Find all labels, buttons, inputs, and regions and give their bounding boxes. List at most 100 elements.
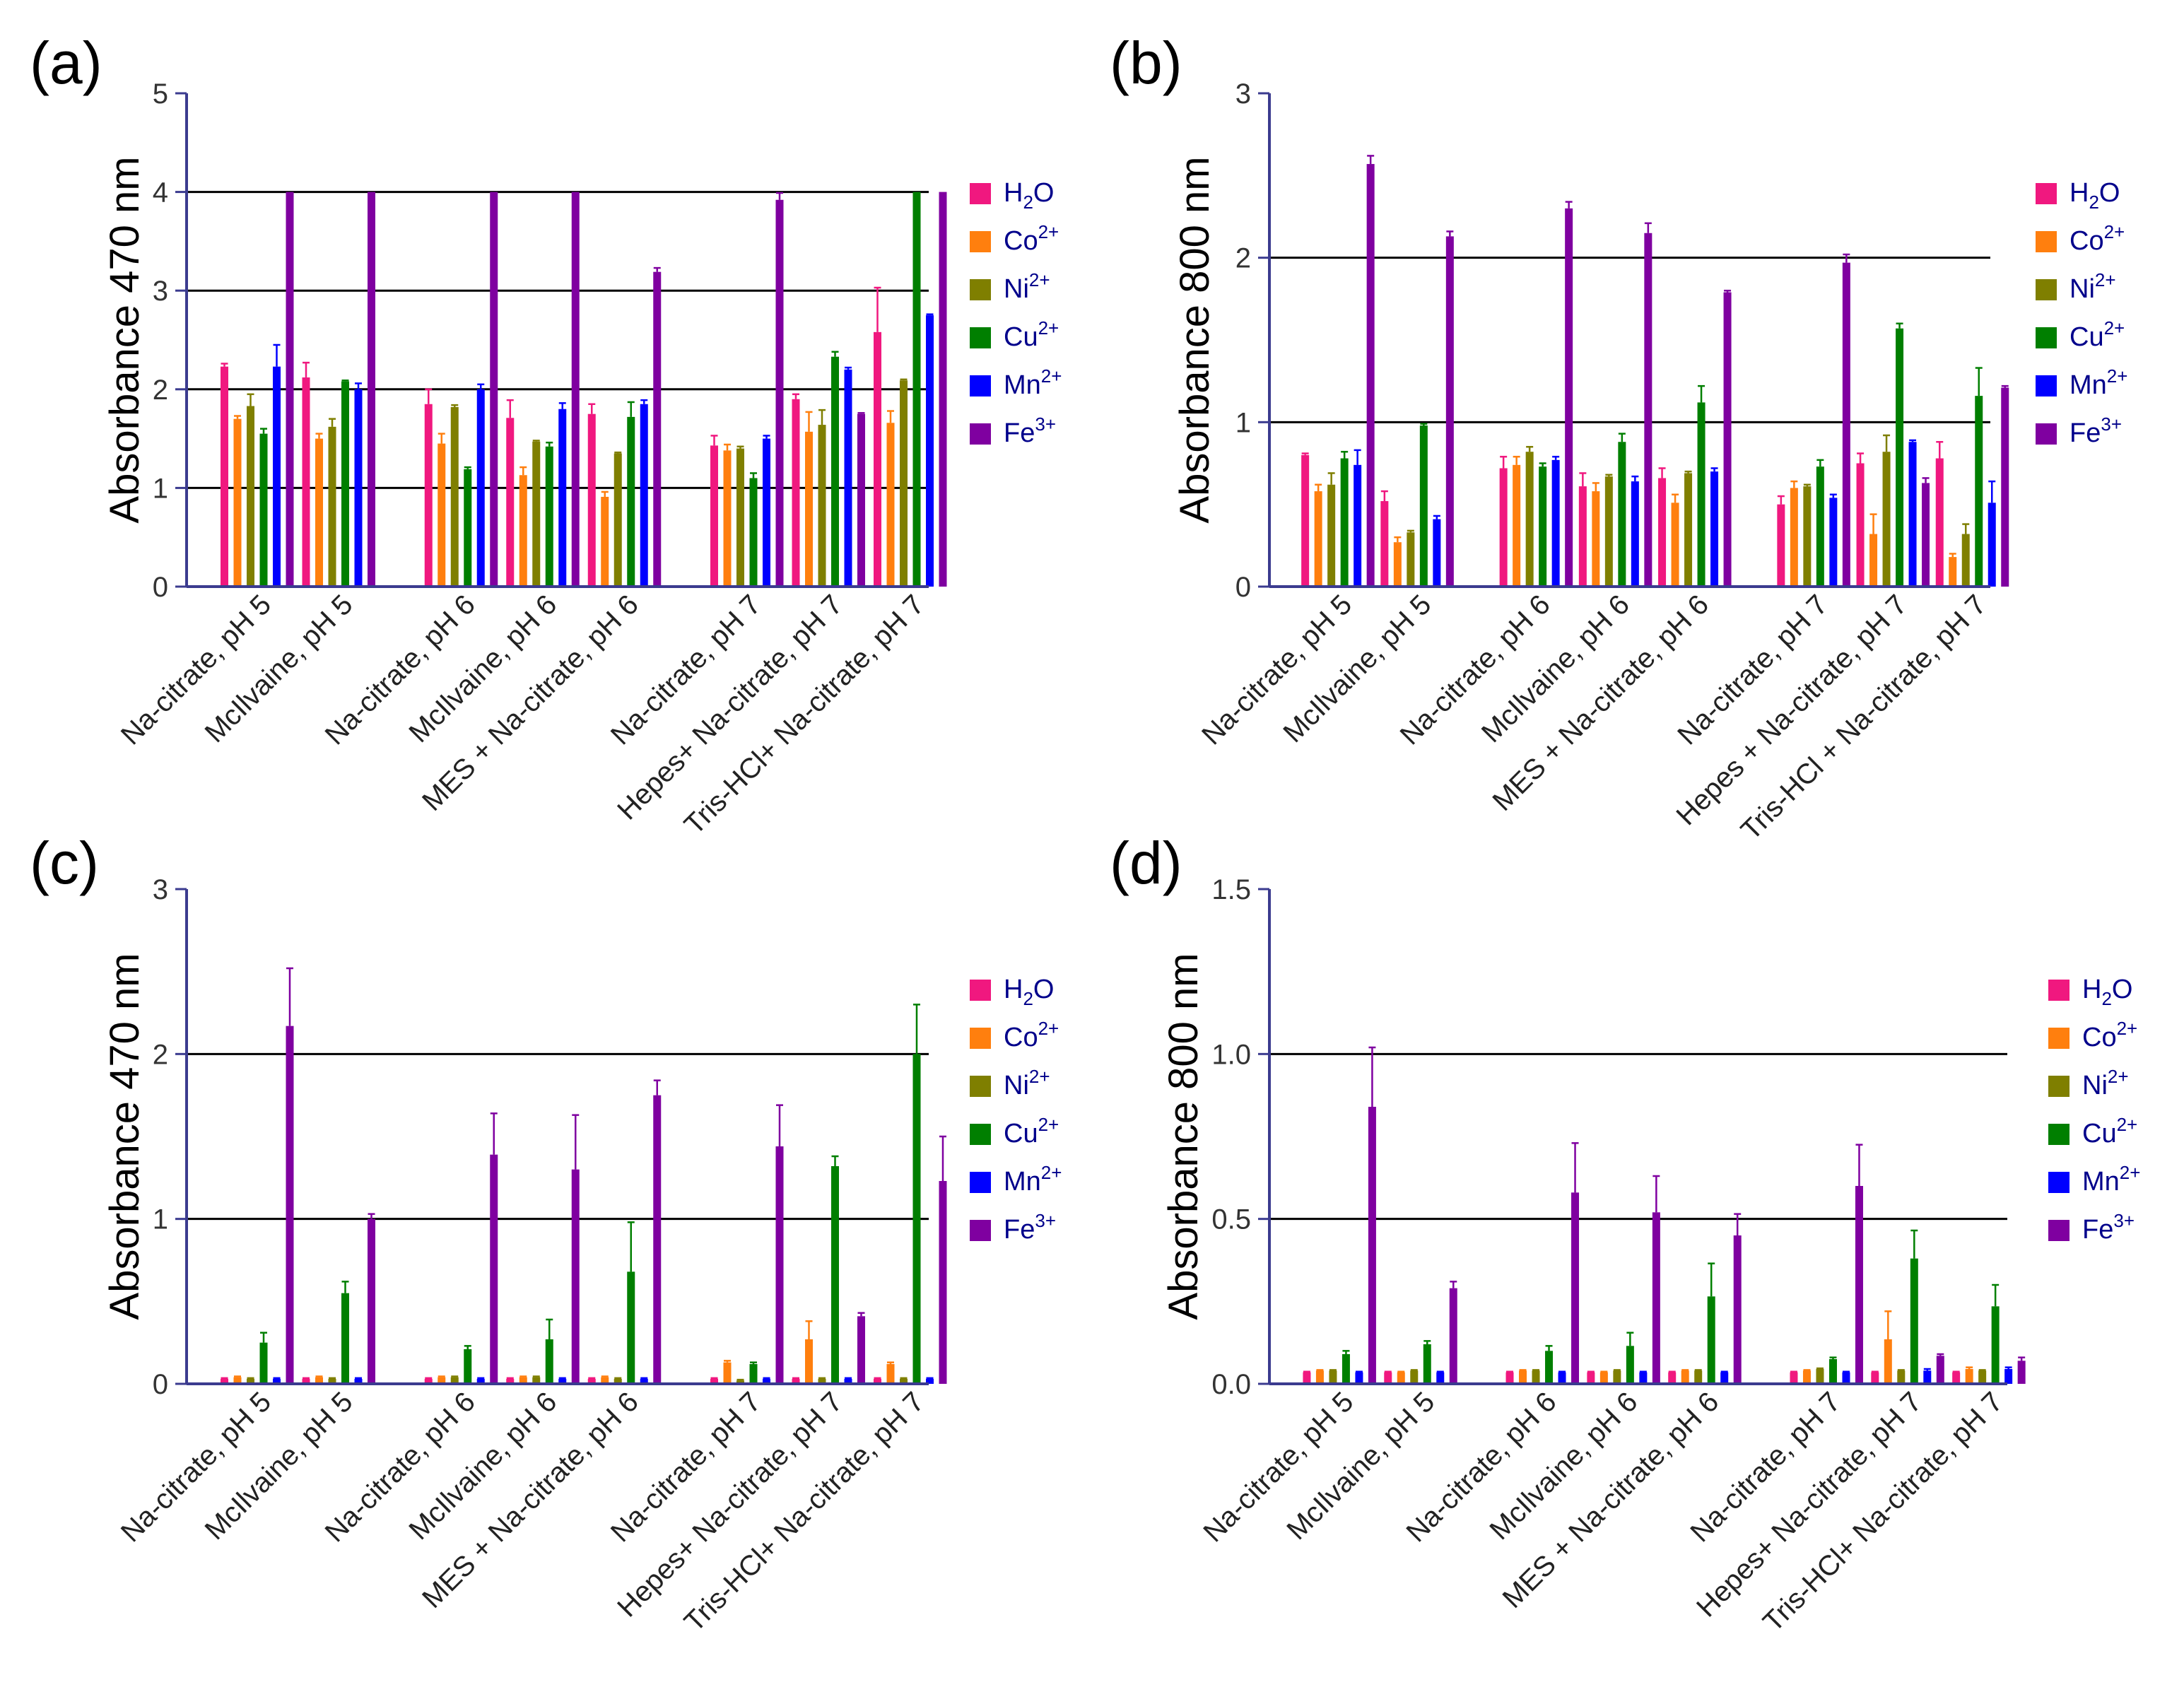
bar-Cu2plus-7 <box>831 1166 839 1384</box>
bar-Ni2plus-1 <box>247 406 254 587</box>
category-label: Na-citrate, pH 5 <box>115 589 277 751</box>
bar-H2O-3 <box>1499 468 1508 587</box>
category-label: McIlvaine, pH 6 <box>403 1386 563 1546</box>
bar-Mn2plus-3 <box>1551 459 1560 587</box>
y-tick-label: 1 <box>1235 407 1251 438</box>
y-tick-label: 2 <box>1235 243 1251 274</box>
bar-Cu2plus-4 <box>545 446 553 587</box>
bar-Ni2plus-1 <box>247 1379 254 1384</box>
bar-Co2plus-5 <box>1671 503 1679 587</box>
bar-Fe3plus-8 <box>2017 1361 2026 1384</box>
bar-Fe3plus-8 <box>939 1181 947 1384</box>
legend-label: Co2+ <box>1004 1018 1059 1052</box>
legend-swatch <box>2048 1028 2069 1049</box>
bar-Cu2plus-7 <box>1910 1258 1918 1384</box>
category-label: McIlvaine, pH 6 <box>403 589 563 748</box>
bar-Cu2plus-1 <box>1340 458 1349 587</box>
bar-Co2plus-4 <box>1599 1372 1608 1384</box>
legend-label: Fe3+ <box>2069 413 2122 448</box>
bar-Fe3plus-6 <box>1842 262 1850 587</box>
legend-label: Ni2+ <box>2082 1066 2129 1100</box>
legend-swatch <box>2048 1076 2069 1097</box>
bar-Co2plus-8 <box>1949 557 1957 587</box>
bar-H2O-7 <box>1856 463 1865 587</box>
bar-Fe3plus-4 <box>571 1169 580 1384</box>
legend-swatch <box>970 1124 991 1145</box>
legend-label: Mn2+ <box>1004 1162 1062 1197</box>
bar-Fe3plus-8 <box>939 192 947 587</box>
y-axis-title: Absorbance 470 nm <box>102 953 148 1320</box>
y-tick-label: 0.0 <box>1211 1369 1251 1400</box>
bar-Fe3plus-1 <box>286 1026 294 1384</box>
bar-Co2plus-2 <box>315 1377 323 1384</box>
legend-swatch <box>970 980 991 1001</box>
bar-Fe3plus-1 <box>286 192 294 587</box>
legend: H2O Co2+ Ni2+ Cu2+ Mn2+ Fe3+ <box>2036 178 2127 448</box>
bar-Mn2plus-1 <box>273 1379 281 1384</box>
bar-Co2plus-6 <box>723 1362 732 1384</box>
legend-label: Fe3+ <box>1004 1210 1056 1245</box>
category-label: Na-citrate, pH 5 <box>115 1386 277 1548</box>
bar-Fe3plus-1 <box>1366 164 1375 587</box>
y-axis-title: Absorbance 470 nm <box>102 156 148 523</box>
panel-label: (b) <box>1110 30 1182 96</box>
legend-swatch <box>2048 1220 2069 1241</box>
bar-Cu2plus-4 <box>545 1339 553 1384</box>
bar-Fe3plus-5 <box>653 1095 662 1384</box>
bar-H2O-3 <box>424 404 433 587</box>
bar-Mn2plus-3 <box>1558 1372 1566 1384</box>
legend-label: Co2+ <box>2069 221 2125 256</box>
bar-Co2plus-3 <box>438 443 446 587</box>
bar-Cu2plus-8 <box>912 192 921 587</box>
legend-label: Mn2+ <box>2082 1162 2140 1197</box>
legend-label: Ni2+ <box>1004 1066 1050 1100</box>
bar-Cu2plus-4 <box>1626 1346 1634 1384</box>
bar-H2O-7 <box>792 1379 800 1384</box>
bar-Fe3plus-7 <box>857 413 865 587</box>
legend-label: Ni2+ <box>1004 269 1050 304</box>
bar-Co2plus-2 <box>1397 1372 1405 1384</box>
bar-Cu2plus-3 <box>464 1349 472 1384</box>
bar-Cu2plus-8 <box>1975 396 1983 587</box>
bar-H2O-1 <box>1303 1372 1311 1384</box>
legend-swatch <box>970 1172 991 1193</box>
bar-Ni2plus-2 <box>1407 532 1415 587</box>
legend-label: H2O <box>2082 975 2132 1009</box>
bar-Co2plus-1 <box>233 418 242 587</box>
bar-Mn2plus-4 <box>558 1379 567 1384</box>
legend-label: Mn2+ <box>1004 365 1062 400</box>
bar-H2O-1 <box>221 1379 228 1384</box>
bar-Mn2plus-5 <box>1720 1372 1729 1384</box>
legend-swatch <box>2036 375 2057 396</box>
legend-swatch <box>2036 231 2057 252</box>
bar-Cu2plus-5 <box>1697 402 1705 587</box>
bar-Cu2plus-3 <box>464 469 472 587</box>
bar-Fe3plus-1 <box>1368 1107 1376 1384</box>
bar-Fe3plus-5 <box>1723 292 1732 587</box>
legend-label: Ni2+ <box>2069 269 2116 304</box>
bar-Co2plus-8 <box>1965 1369 1973 1384</box>
bar-Fe3plus-3 <box>490 192 498 587</box>
bar-H2O-5 <box>587 1379 596 1384</box>
bar-Cu2plus-5 <box>1707 1296 1715 1384</box>
legend-swatch <box>970 1220 991 1241</box>
bar-Ni2plus-4 <box>1604 476 1613 587</box>
bar-H2O-2 <box>1384 1372 1392 1384</box>
bar-Co2plus-2 <box>315 438 323 587</box>
bar-Co2plus-7 <box>805 431 813 587</box>
legend: H2O Co2+ Ni2+ Cu2+ Mn2+ Fe3+ <box>2048 975 2140 1245</box>
bar-Co2plus-5 <box>601 496 609 587</box>
bar-H2O-5 <box>1658 478 1667 587</box>
bar-Ni2plus-4 <box>532 441 541 587</box>
y-axis-title: Absorbance 800 nm <box>1161 953 1207 1320</box>
bar-Fe3plus-2 <box>368 192 375 587</box>
bar-Fe3plus-3 <box>1565 208 1573 587</box>
bar-Mn2plus-1 <box>1355 1372 1363 1384</box>
bar-Fe3plus-3 <box>1571 1192 1580 1384</box>
bar-Cu2plus-4 <box>1618 442 1626 587</box>
bar-Cu2plus-6 <box>749 478 758 587</box>
bar-H2O-6 <box>1790 1372 1798 1384</box>
bar-Mn2plus-8 <box>926 315 934 587</box>
legend-label: Co2+ <box>2082 1018 2137 1052</box>
category-label: McIlvaine, pH 6 <box>1484 1386 1643 1546</box>
